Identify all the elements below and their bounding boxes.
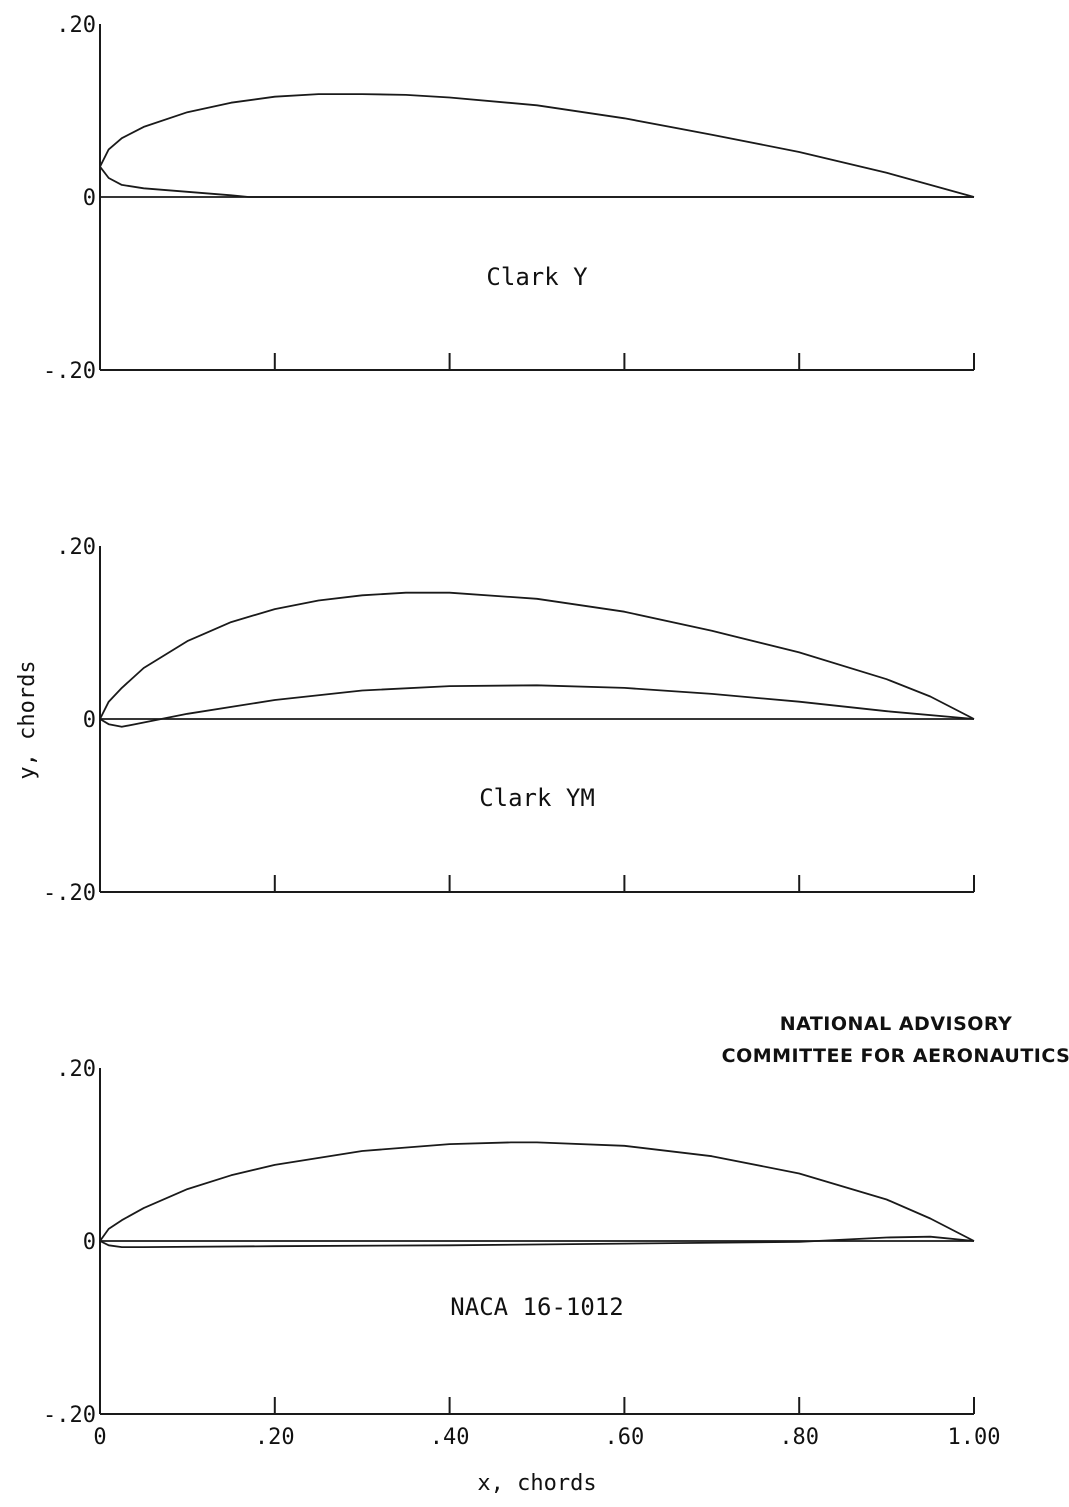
x-tick-label: 0 [93,1425,106,1450]
y-tick-label: .20 [56,535,96,560]
x-tick-label: .40 [430,1425,470,1450]
x-tick-label: .60 [605,1425,645,1450]
airfoil-contour-series-1 [99,591,975,720]
airfoil-panel-1: .20 0 -.20 Clark Y [43,13,975,384]
y-tick-label: .20 [56,13,96,38]
x-axis-title: x, chords [477,1471,596,1496]
airfoil-name-label: Clark YM [479,784,595,812]
y-tick-label: 0 [83,1230,96,1255]
y-tick-label: -.20 [43,359,96,384]
credit-line-2: COMMITTEE FOR AERONAUTICS [722,1045,1069,1067]
airfoil-contour-series-2 [99,684,975,728]
y-tick-label: .20 [56,1057,96,1082]
airfoil-contour-series-1 [99,93,975,198]
credit-line-1: NATIONAL ADVISORY [780,1013,1013,1035]
x-tick-label: .80 [779,1425,819,1450]
airfoil-contour-series-2 [99,1235,975,1248]
airfoil-panel-2: .20 0 -.20 Clark YM [43,535,975,906]
x-tick-label: 1.00 [948,1425,1001,1450]
y-tick-label: -.20 [43,1403,96,1428]
airfoil-contour-series-1 [99,1141,975,1242]
y-tick-label: -.20 [43,881,96,906]
airfoil-contour-series-2 [99,166,974,198]
x-tick-label: .20 [255,1425,295,1450]
airfoil-name-label: Clark Y [486,263,588,291]
airfoil-name-label: NACA 16-1012 [450,1293,623,1321]
y-tick-label: 0 [83,708,96,733]
y-axis-title: y, chords [15,660,40,779]
y-tick-label: 0 [83,186,96,211]
